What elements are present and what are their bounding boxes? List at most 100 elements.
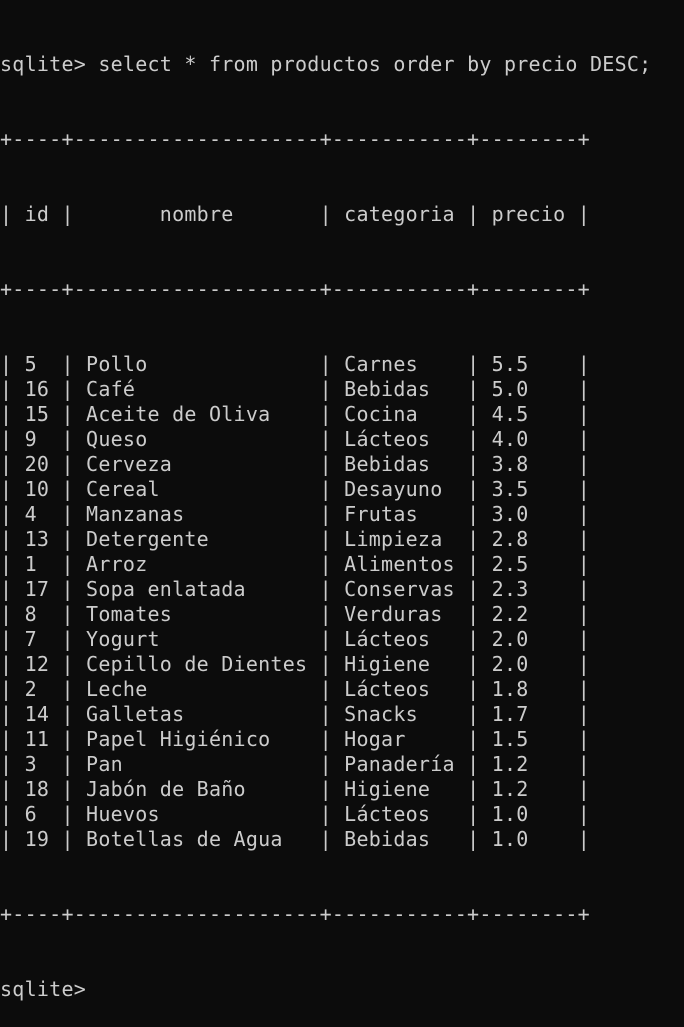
table-row: | 12 | Cepillo de Dientes | Higiene | 2.… <box>0 652 684 677</box>
column-separator: | <box>577 777 591 801</box>
column-separator: | <box>0 452 13 476</box>
terminal-window[interactable]: sqlite> select * from productos order by… <box>0 0 684 1001</box>
column-separator: | <box>577 352 591 376</box>
cell-nombre: Cereal <box>73 477 320 501</box>
column-separator: | <box>319 452 332 476</box>
table-row: | 20 | Cerveza | Bebidas | 3.8 | <box>0 452 684 477</box>
cell-id: 5 <box>12 352 62 376</box>
column-separator: | <box>0 352 13 376</box>
column-separator: | <box>0 702 13 726</box>
cell-categoria: Bebidas <box>331 377 468 401</box>
column-separator: | <box>467 502 480 526</box>
column-separator: | <box>319 377 332 401</box>
column-separator: | <box>319 652 332 676</box>
column-separator: | <box>0 802 13 826</box>
column-separator: | <box>577 527 591 551</box>
column-separator: | <box>61 777 74 801</box>
cell-categoria: Verduras <box>331 602 468 626</box>
column-header: nombre <box>73 202 320 226</box>
column-separator: | <box>61 802 74 826</box>
cell-id: 13 <box>12 527 62 551</box>
column-separator: | <box>0 827 13 851</box>
cell-precio: 3.0 <box>479 502 578 526</box>
cell-categoria: Alimentos <box>331 552 468 576</box>
column-separator: | <box>319 527 332 551</box>
column-separator: | <box>61 602 74 626</box>
column-separator: | <box>577 602 591 626</box>
column-separator: | <box>319 502 332 526</box>
column-separator: | <box>319 702 332 726</box>
table-header: | id | nombre | categoria | precio | <box>0 202 684 227</box>
cell-precio: 3.5 <box>479 477 578 501</box>
command-line: sqlite> select * from productos order by… <box>0 52 684 77</box>
column-header: categoria <box>331 202 468 226</box>
column-separator: | <box>61 527 74 551</box>
cell-precio: 2.5 <box>479 552 578 576</box>
cell-id: 11 <box>12 727 62 751</box>
cell-nombre: Leche <box>73 677 320 701</box>
cell-id: 19 <box>12 827 62 851</box>
cell-nombre: Pan <box>73 752 320 776</box>
column-separator: | <box>319 402 332 426</box>
cell-nombre: Tomates <box>73 602 320 626</box>
table-row: | 10 | Cereal | Desayuno | 3.5 | <box>0 477 684 502</box>
column-separator: | <box>0 202 13 226</box>
column-separator: | <box>319 827 332 851</box>
column-separator: | <box>61 627 74 651</box>
cell-nombre: Cepillo de Dientes <box>73 652 320 676</box>
column-separator: | <box>0 552 13 576</box>
cell-id: 1 <box>12 552 62 576</box>
cell-precio: 4.0 <box>479 427 578 451</box>
column-separator: | <box>467 802 480 826</box>
column-separator: | <box>319 777 332 801</box>
column-separator: | <box>319 577 332 601</box>
cell-categoria: Bebidas <box>331 452 468 476</box>
column-separator: | <box>467 402 480 426</box>
cell-id: 3 <box>12 752 62 776</box>
table-row: | 4 | Manzanas | Frutas | 3.0 | <box>0 502 684 527</box>
table-row: | 13 | Detergente | Limpieza | 2.8 | <box>0 527 684 552</box>
column-separator: | <box>577 502 591 526</box>
column-separator: | <box>577 477 591 501</box>
column-separator: | <box>61 377 74 401</box>
column-separator: | <box>319 552 332 576</box>
column-separator: | <box>467 777 480 801</box>
cell-nombre: Botellas de Agua <box>73 827 320 851</box>
cell-categoria: Desayuno <box>331 477 468 501</box>
end-prompt[interactable]: sqlite> <box>0 977 87 1001</box>
cell-categoria: Conservas <box>331 577 468 601</box>
cell-categoria: Higiene <box>331 777 468 801</box>
cell-precio: 5.5 <box>479 352 578 376</box>
cell-id: 2 <box>12 677 62 701</box>
column-separator: | <box>319 627 332 651</box>
cell-nombre: Jabón de Baño <box>73 777 320 801</box>
cell-precio: 1.7 <box>479 702 578 726</box>
column-separator: | <box>577 627 591 651</box>
column-separator: | <box>319 802 332 826</box>
column-separator: | <box>0 602 13 626</box>
cell-id: 12 <box>12 652 62 676</box>
cell-categoria: Hogar <box>331 727 468 751</box>
column-separator: | <box>467 677 480 701</box>
column-separator: | <box>0 777 13 801</box>
column-separator: | <box>61 702 74 726</box>
column-separator: | <box>577 802 591 826</box>
column-separator: | <box>577 677 591 701</box>
cell-precio: 3.8 <box>479 452 578 476</box>
cell-precio: 2.0 <box>479 652 578 676</box>
column-separator: | <box>319 352 332 376</box>
cell-nombre: Manzanas <box>73 502 320 526</box>
column-separator: | <box>467 727 480 751</box>
cell-id: 10 <box>12 477 62 501</box>
column-separator: | <box>61 727 74 751</box>
cell-precio: 1.8 <box>479 677 578 701</box>
cell-nombre: Galletas <box>73 702 320 726</box>
column-separator: | <box>0 427 13 451</box>
column-separator: | <box>319 427 332 451</box>
column-separator: | <box>61 427 74 451</box>
cell-nombre: Arroz <box>73 552 320 576</box>
cell-nombre: Queso <box>73 427 320 451</box>
cell-nombre: Yogurt <box>73 627 320 651</box>
column-separator: | <box>577 652 591 676</box>
column-separator: | <box>467 452 480 476</box>
